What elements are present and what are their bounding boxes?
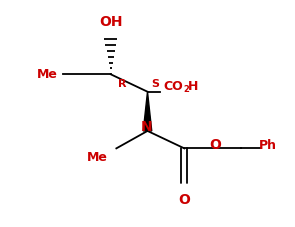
Text: H: H <box>188 80 198 93</box>
Text: CO: CO <box>163 80 183 93</box>
Text: O: O <box>209 138 221 152</box>
Text: Me: Me <box>87 151 108 164</box>
Text: Ph: Ph <box>259 139 277 152</box>
Text: R: R <box>118 79 126 89</box>
Polygon shape <box>143 92 152 131</box>
Text: O: O <box>178 193 190 207</box>
Text: S: S <box>152 79 160 89</box>
Text: N: N <box>140 120 152 133</box>
Text: 2: 2 <box>183 85 189 94</box>
Text: Me: Me <box>37 68 58 81</box>
Text: OH: OH <box>99 15 122 29</box>
